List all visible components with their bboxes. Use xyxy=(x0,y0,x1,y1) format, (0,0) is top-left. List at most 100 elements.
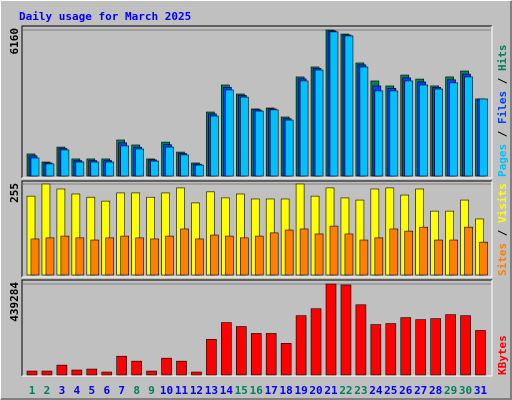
bar xyxy=(30,157,40,177)
bar xyxy=(355,304,367,376)
bar xyxy=(56,364,68,376)
bar xyxy=(210,115,219,177)
y-tick-label: 255 xyxy=(8,183,21,203)
bar xyxy=(340,284,352,376)
bar xyxy=(359,66,369,177)
x-tick-label: 15 xyxy=(235,384,248,397)
bar xyxy=(26,370,38,376)
bar xyxy=(150,238,159,276)
bar xyxy=(165,146,174,177)
y-tick-label: 6160 xyxy=(8,28,21,55)
panel-bevel-light xyxy=(22,181,493,278)
x-tick-label: 8 xyxy=(133,384,140,397)
bar xyxy=(445,314,456,376)
bar xyxy=(374,90,384,177)
bar xyxy=(191,371,202,376)
bar xyxy=(135,237,144,276)
x-tick-label: 1 xyxy=(29,384,36,397)
legend-entry: Files xyxy=(496,91,509,124)
x-tick-label: 29 xyxy=(444,384,457,397)
legend-entry: Sites xyxy=(496,243,509,276)
bar xyxy=(314,69,324,177)
panel-bevel-dark xyxy=(21,25,492,178)
bar xyxy=(344,35,354,177)
x-tick-label: 31 xyxy=(474,384,488,397)
x-tick-label: 18 xyxy=(280,384,293,397)
bar xyxy=(344,233,354,276)
bar xyxy=(45,163,55,177)
x-tick-label: 12 xyxy=(190,384,203,397)
bar xyxy=(325,283,337,376)
bar xyxy=(41,370,53,376)
x-tick-label: 9 xyxy=(148,384,155,397)
legend: KBytes xyxy=(496,335,509,375)
x-tick-label: 6 xyxy=(103,384,110,397)
bar xyxy=(90,239,100,276)
bar xyxy=(269,109,279,177)
bar xyxy=(105,237,115,276)
legend-entry: Visits xyxy=(496,183,509,223)
bar xyxy=(146,370,157,376)
bar xyxy=(460,315,471,376)
bar xyxy=(45,237,55,276)
bar xyxy=(284,119,294,177)
bar xyxy=(101,371,113,376)
bar xyxy=(389,228,399,276)
y-tick-label: 439284 xyxy=(8,282,21,322)
bar xyxy=(195,164,204,177)
x-tick-label: 4 xyxy=(74,384,81,397)
bar xyxy=(120,145,129,177)
bar xyxy=(71,369,83,376)
bar xyxy=(75,237,85,276)
bar xyxy=(464,226,473,276)
bar xyxy=(299,80,309,177)
x-tick-label: 26 xyxy=(399,384,413,397)
x-tick-label: 30 xyxy=(459,384,472,397)
x-tick-label: 22 xyxy=(339,384,352,397)
bar xyxy=(310,308,322,376)
bar xyxy=(280,343,292,376)
panel-bevel-dark xyxy=(21,279,492,376)
bar xyxy=(131,360,142,376)
bar xyxy=(269,232,279,276)
x-tick-label: 14 xyxy=(220,384,234,397)
bar xyxy=(135,148,144,177)
bar xyxy=(250,333,262,376)
bar xyxy=(236,326,247,376)
x-tick-label: 5 xyxy=(88,384,95,397)
bar xyxy=(60,235,70,276)
x-tick-label: 24 xyxy=(369,384,383,397)
bar xyxy=(120,235,129,276)
panel-bevel-dark xyxy=(21,180,492,277)
bar xyxy=(225,89,234,177)
bar xyxy=(86,368,98,376)
bar xyxy=(434,239,443,276)
bar xyxy=(221,322,232,376)
bar xyxy=(105,161,115,177)
x-tick-label: 13 xyxy=(205,384,218,397)
bar xyxy=(161,357,172,376)
legend: Sites / Visits xyxy=(496,183,509,276)
bar xyxy=(419,226,429,276)
bar xyxy=(150,160,159,177)
legend-separator: / xyxy=(496,124,509,144)
bar xyxy=(265,333,277,376)
bar xyxy=(240,237,249,276)
bar xyxy=(176,360,187,376)
bar xyxy=(225,235,234,276)
bar xyxy=(240,96,249,177)
legend: Pages / Files / Hits xyxy=(496,45,509,178)
bar xyxy=(430,318,441,376)
x-tick-label: 7 xyxy=(118,384,125,397)
bar xyxy=(404,230,414,276)
x-tick-label: 28 xyxy=(429,384,442,397)
x-tick-label: 19 xyxy=(294,384,307,397)
bar xyxy=(180,154,189,177)
x-tick-label: 25 xyxy=(384,384,397,397)
legend-separator: / xyxy=(496,223,509,243)
bar xyxy=(434,88,443,177)
panel-bevel-light xyxy=(22,280,493,377)
bar xyxy=(180,228,189,276)
